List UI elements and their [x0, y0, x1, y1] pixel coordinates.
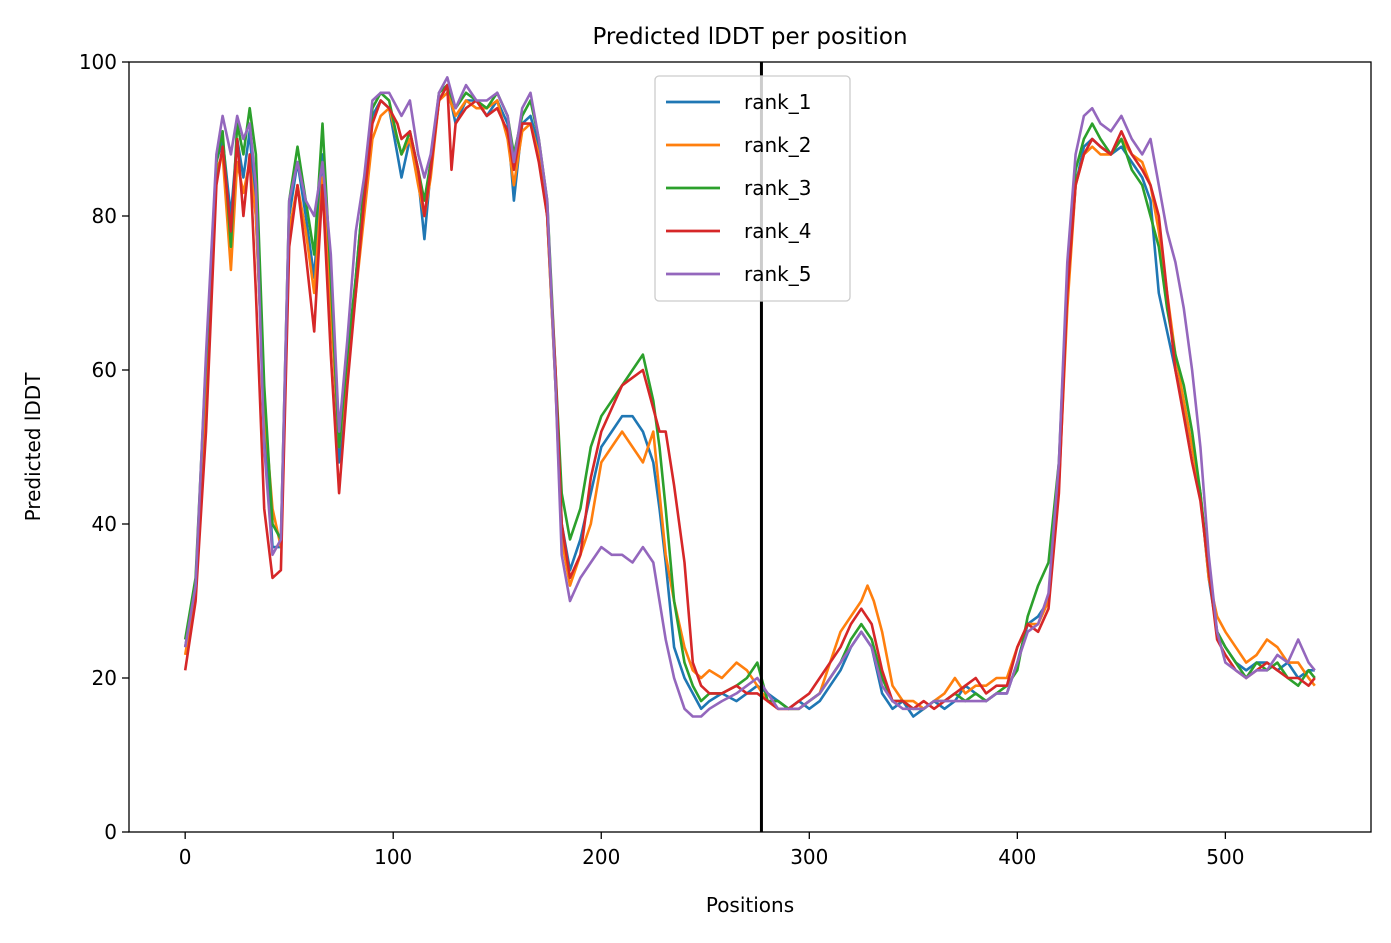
x-tick-label: 100	[374, 845, 412, 869]
legend-label-rank_2: rank_2	[744, 133, 811, 157]
legend-frame	[654, 75, 851, 302]
x-tick-label: 500	[1206, 845, 1244, 869]
y-tick-label: 60	[92, 358, 117, 382]
y-axis-label: Predicted lDDT	[21, 372, 45, 522]
x-tick-label: 300	[790, 845, 828, 869]
legend: rank_1 rank_2 rank_3 rank_4 rank_5	[654, 75, 851, 302]
plot-lines	[183, 76, 1316, 718]
x-axis-label: Positions	[706, 893, 794, 917]
y-tick-label: 20	[92, 666, 117, 690]
chart-title: Predicted lDDT per position	[592, 24, 907, 50]
y-axis-ticks: 0 20 40 60 80 100	[79, 50, 129, 844]
x-tick-label: 400	[998, 845, 1036, 869]
series-line-rank_4	[183, 83, 1316, 711]
series-line-rank_5	[183, 76, 1316, 718]
y-tick-label: 0	[104, 820, 117, 844]
y-tick-label: 100	[79, 50, 117, 74]
legend-label-rank_1: rank_1	[744, 90, 811, 114]
legend-label-rank_3: rank_3	[744, 176, 811, 200]
plot-frame	[128, 61, 1372, 833]
y-tick-label: 40	[92, 512, 117, 536]
y-tick-label: 80	[92, 204, 117, 228]
x-axis-ticks: 0 100 200 300 400 500	[179, 832, 1244, 869]
series-line-rank_3	[183, 83, 1316, 711]
x-tick-label: 0	[179, 845, 192, 869]
x-tick-label: 200	[582, 845, 620, 869]
legend-label-rank_5: rank_5	[744, 262, 811, 286]
legend-label-rank_4: rank_4	[744, 219, 811, 243]
